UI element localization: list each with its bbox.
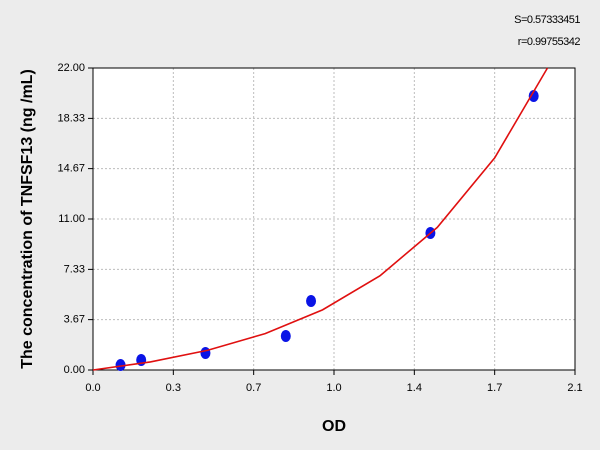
- y-tick-label: 14.67: [57, 163, 85, 175]
- x-tick-label: 0.7: [246, 382, 261, 394]
- plot-frame: [92, 67, 576, 371]
- y-tick-label: 3.67: [64, 314, 85, 326]
- x-tick-label: 1.7: [487, 382, 502, 394]
- fit-curve: [92, 67, 549, 371]
- data-point: [115, 359, 126, 372]
- x-tick-label: 0.3: [166, 382, 181, 394]
- annotation: S=0.57333451: [514, 14, 580, 26]
- x-axis-label: OD: [322, 418, 346, 435]
- x-tick-label: 2.1: [567, 382, 582, 394]
- y-tick-label: 7.33: [64, 263, 85, 275]
- y-tick-label: 11.00: [58, 213, 85, 225]
- data-point: [200, 346, 211, 359]
- annotation: r=0.99755342: [518, 36, 581, 48]
- x-tick-label: 1.0: [326, 382, 341, 394]
- y-tick-label: 22.00: [57, 62, 85, 74]
- y-axis-label: The concentration of TNFSF13 (ng /mL): [19, 69, 36, 369]
- data-point: [528, 90, 539, 103]
- x-tick-label: 1.4: [407, 382, 422, 394]
- y-tick-label: 18.33: [57, 112, 85, 124]
- data-point: [306, 294, 317, 307]
- data-point: [280, 329, 291, 342]
- x-tick-label: 0.0: [85, 382, 100, 394]
- y-tick-label: 0.00: [64, 364, 85, 376]
